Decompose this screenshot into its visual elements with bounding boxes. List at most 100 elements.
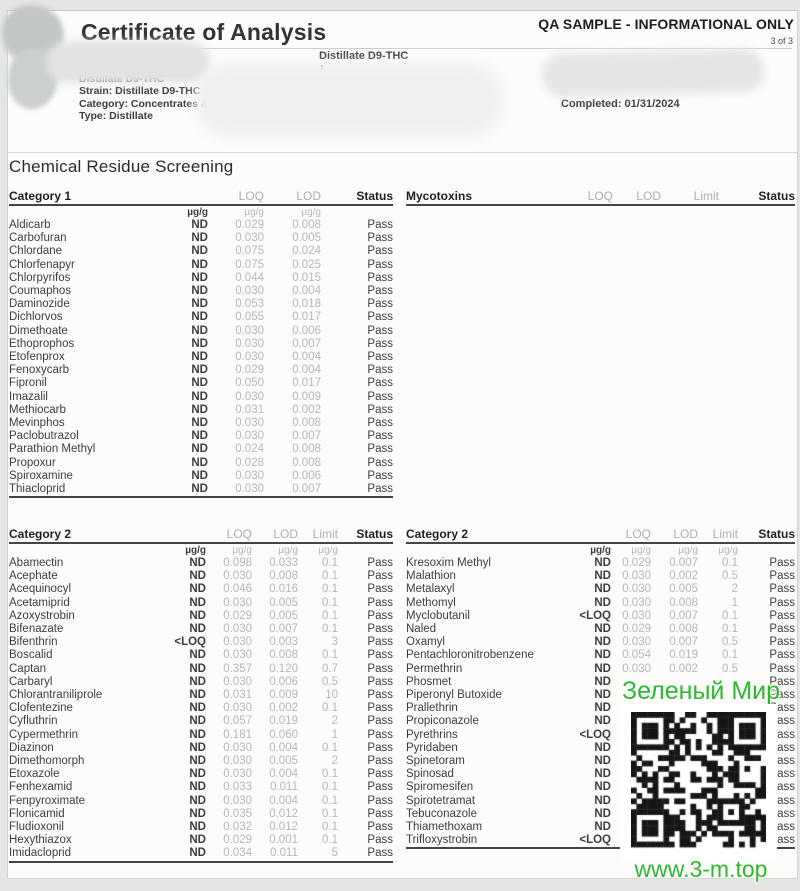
- result-value: <LOQ: [579, 728, 611, 741]
- analyte-name: Parathion Methyl: [9, 443, 96, 456]
- table-row: Azoxystrobin ND 0.029 0.005 0.1 Pass: [9, 610, 393, 623]
- analyte-name: Bifenazate: [9, 623, 64, 636]
- status-value: Pass: [367, 377, 393, 390]
- status-value: Pass: [367, 271, 393, 284]
- analyte-name: Clofentezine: [9, 702, 73, 715]
- result-value: ND: [191, 390, 208, 403]
- result-value: ND: [189, 702, 206, 715]
- analyte-name: Boscalid: [9, 649, 53, 662]
- loq-value: 0.055: [235, 311, 264, 324]
- table-row: Fenoxycarb ND 0.029 0.004 Pass: [9, 364, 393, 377]
- result-value: ND: [191, 456, 208, 469]
- status-value: Pass: [367, 623, 393, 636]
- table-row: Fenpyroximate ND 0.030 0.004 0.1 Pass: [9, 795, 393, 808]
- status-value: Pass: [367, 583, 393, 596]
- lod-value: 0.025: [292, 258, 321, 271]
- result-value: ND: [594, 675, 611, 688]
- lod-value: 0.011: [270, 847, 298, 860]
- table-row: Coumaphos ND 0.030 0.004 Pass: [9, 285, 393, 298]
- lod-value: 0.005: [269, 609, 298, 622]
- limit-value: 0.1: [322, 596, 338, 609]
- limit-value: 0.1: [322, 570, 338, 583]
- table-row: Fludioxonil ND 0.032 0.012 0.1 Pass: [9, 821, 393, 834]
- analyte-name: Abamectin: [9, 557, 64, 569]
- result-value: ND: [191, 298, 208, 311]
- result-value: ND: [189, 609, 206, 622]
- status-value: Pass: [367, 351, 393, 364]
- result-value: ND: [191, 430, 208, 443]
- column-header: LOQ: [206, 527, 252, 544]
- category1-table: Category 1 LOQ LOD Status µg/g µg/g µg/g Aldica…: [9, 189, 393, 499]
- analyte-name: Oxamyl: [406, 636, 445, 649]
- product-name-center: Distillate D9-THC: [319, 50, 409, 62]
- units-label: µg/g: [631, 545, 651, 556]
- result-value: ND: [191, 443, 208, 456]
- status-value: Pass: [367, 443, 393, 456]
- lod-value: 0.017: [292, 377, 321, 390]
- result-value: ND: [191, 285, 208, 298]
- status-value: Pass: [367, 456, 393, 469]
- status-value: Pass: [367, 675, 393, 688]
- analyte-name: Etofenprox: [9, 351, 65, 364]
- result-value: ND: [189, 570, 206, 583]
- table-row: Paclobutrazol ND 0.030 0.007 Pass: [9, 430, 393, 443]
- table-row: Methomyl ND 0.030 0.008 1 Pass: [406, 597, 795, 610]
- qa-sample-notice: QA SAMPLE - INFORMATIONAL ONLY: [538, 16, 794, 32]
- column-header: LOQ: [611, 527, 651, 544]
- table-row: Fipronil ND 0.050 0.017 Pass: [9, 377, 393, 390]
- analyte-name: Methiocarb: [9, 403, 66, 416]
- result-value: ND: [594, 768, 611, 781]
- status-value: Pass: [769, 623, 795, 636]
- watermark-url: www.3-m.top: [634, 856, 768, 882]
- table-title: Category 1: [9, 189, 208, 206]
- loq-value: 0.054: [622, 649, 651, 662]
- lod-value: 0.016: [269, 583, 298, 596]
- loq-value: 0.030: [622, 636, 651, 649]
- limit-value: 0.5: [722, 662, 738, 675]
- analyte-name: Acetamiprid: [9, 596, 70, 609]
- result-value: ND: [189, 689, 206, 702]
- result-value: ND: [191, 311, 208, 324]
- result-value: ND: [594, 794, 611, 807]
- lod-value: 0.019: [669, 649, 698, 662]
- status-value: Pass: [367, 755, 393, 768]
- column-header: LOD: [613, 189, 661, 206]
- loq-value: 0.030: [235, 483, 264, 496]
- analyte-name: Daminozide: [9, 298, 70, 311]
- result-value: ND: [191, 245, 208, 258]
- loq-value: 0.030: [235, 337, 264, 350]
- units-label: µg/g: [244, 207, 264, 218]
- analyte-name: Carbofuran: [9, 232, 67, 245]
- loq-value: 0.030: [223, 768, 252, 781]
- result-value: ND: [191, 469, 208, 482]
- analyte-name: Pyrethrins: [406, 728, 458, 741]
- result-value: ND: [594, 649, 611, 662]
- result-value: ND: [594, 821, 611, 834]
- status-value: Pass: [367, 636, 393, 649]
- loq-value: 0.044: [235, 271, 264, 284]
- status-value: Pass: [367, 232, 393, 245]
- loq-value: 0.030: [622, 609, 651, 622]
- lod-value: 0.011: [270, 781, 298, 794]
- column-header: LOD: [252, 527, 298, 544]
- analyte-name: Paclobutrazol: [9, 430, 79, 443]
- status-value: Pass: [367, 768, 393, 781]
- analyte-name: Trifloxystrobin: [406, 834, 478, 847]
- status-value: Pass: [769, 649, 795, 662]
- limit-value: 0.1: [322, 794, 338, 807]
- table-row: Carbofuran ND 0.030 0.005 Pass: [9, 232, 393, 245]
- result-value: ND: [189, 807, 206, 820]
- analyte-name: Chlorfenapyr: [9, 258, 75, 271]
- lod-value: 0.005: [269, 755, 298, 768]
- limit-value: 0.5: [322, 675, 338, 688]
- lod-value: 0.004: [292, 364, 321, 377]
- analyte-name: Kresoxim Methyl: [406, 557, 491, 569]
- analyte-name: Prallethrin: [406, 702, 458, 715]
- strain-line: Strain: Distillate D9-THC: [79, 85, 201, 98]
- type-line: Type: Distillate: [79, 109, 153, 122]
- lod-value: 0.009: [269, 689, 298, 702]
- lod-value: 0.004: [292, 351, 321, 364]
- status-value: Pass: [367, 557, 393, 569]
- status-value: Pass: [367, 609, 393, 622]
- status-value: Pass: [367, 794, 393, 807]
